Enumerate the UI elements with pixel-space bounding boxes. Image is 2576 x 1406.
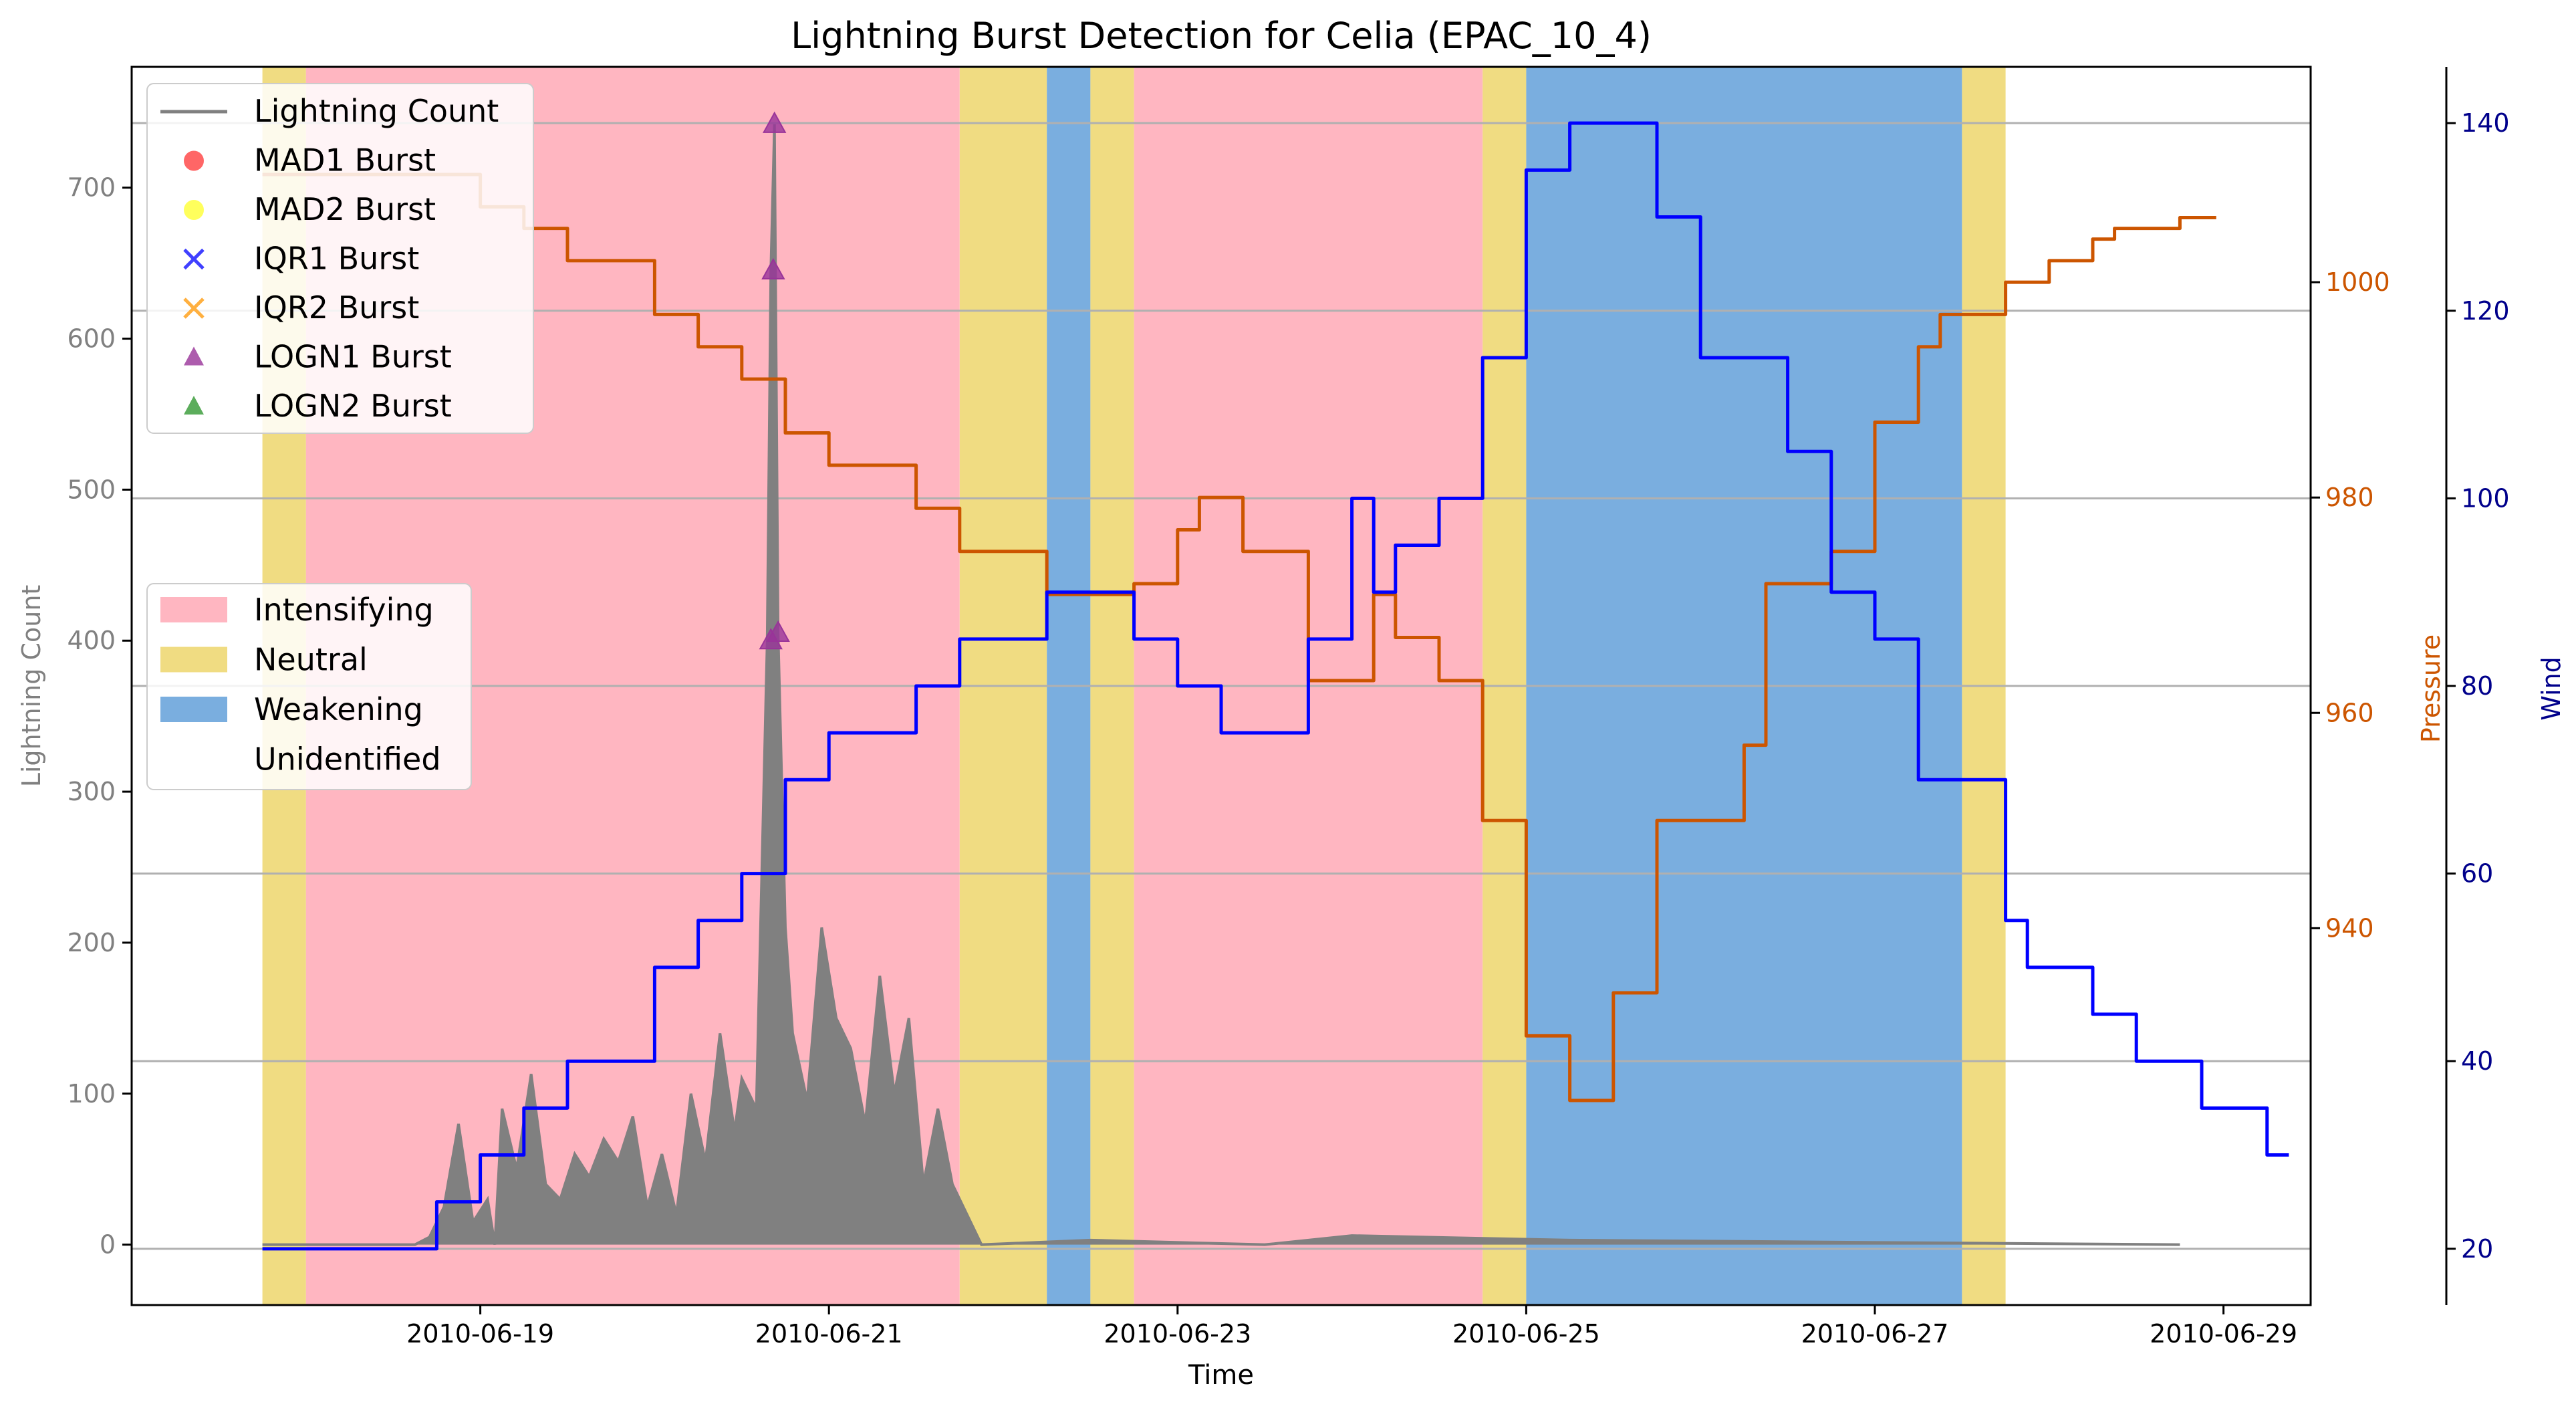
legend-swatch-phase [160,597,227,622]
lightning-axis: 0 100 200 300 400 500 600 700 [67,173,132,1260]
legend-swatch-circle [184,150,204,171]
tick-label-wind: 140 [2461,108,2510,138]
tick-label-wind: 120 [2461,296,2510,326]
tick-label-lightning: 600 [67,324,116,354]
tick-label-pressure: 960 [2325,698,2374,727]
tick-label-x: 2010-06-19 [406,1319,554,1349]
tick-label-lightning: 400 [67,626,116,655]
tick-label-lightning: 500 [67,475,116,504]
legend-label: LOGN2 Burst [254,388,452,424]
chart-title: Lightning Burst Detection for Celia (EPA… [791,15,1652,57]
series-layer [262,121,2289,1251]
legend-label: IQR1 Burst [254,241,419,277]
burst-marker-logn1 [761,257,785,279]
burst-markers [759,111,790,650]
tick-label-pressure: 980 [2325,483,2374,512]
tick-label-lightning: 0 [100,1230,116,1260]
legend-label: Lightning Count [254,93,499,129]
tick-label-x: 2010-06-23 [1104,1319,1251,1349]
tick-label-x: 2010-06-21 [755,1319,903,1349]
legend-swatch-x [183,248,205,270]
legend-phases: Intensifying Neutral Weakening Unidentified [146,583,472,790]
legend-swatch-phase [160,697,227,722]
burst-marker-logn1 [763,111,787,133]
tick-label-pressure: 940 [2325,913,2374,943]
legend-label: Neutral [254,642,368,678]
tick-label-x: 2010-06-29 [2150,1319,2297,1349]
x-axis-label: Time [1188,1360,1254,1391]
y-axis-label-wind: Wind [2537,657,2566,721]
legend-swatch-triangle [184,346,204,366]
legend-label: MAD2 Burst [254,191,436,227]
wind-axis: 20 40 60 80 100 120 140 [2446,108,2510,1264]
tick-label-lightning: 300 [67,777,116,806]
legend-series: Lightning Count MAD1 Burst MAD2 Burst IQR1 … [146,83,534,434]
legend-label: Weakening [254,691,423,727]
tick-label-wind: 80 [2461,671,2493,701]
legend-swatch-triangle [184,396,204,415]
legend-box [146,83,534,434]
legend-label: IQR2 Burst [254,289,419,326]
burst-marker-logn1 [766,620,790,642]
tick-label-lightning: 700 [67,173,116,203]
plot-frame [130,66,2312,1306]
legend-label: Intensifying [254,592,434,628]
y-axis-label-lightning: Lightning Count [17,585,46,788]
tick-label-x: 2010-06-27 [1801,1319,1949,1349]
legend-swatch-circle [184,200,204,220]
y-axis-label-pressure: Pressure [2416,634,2446,743]
tick-label-wind: 40 [2461,1046,2493,1076]
tick-label-wind: 20 [2461,1234,2493,1264]
legend-swatch-phase [160,746,227,772]
legend-swatch-x [183,298,205,319]
tick-label-wind: 60 [2461,859,2493,889]
legend-label: MAD1 Burst [254,142,436,179]
tick-label-wind: 100 [2461,483,2510,513]
tick-label-x: 2010-06-25 [1452,1319,1600,1349]
series-line-pressure [262,172,2216,1102]
legend-swatch-phase [160,647,227,673]
legend-label: LOGN1 Burst [254,339,452,375]
time-axis: 2010-06-19 2010-06-21 2010-06-23 2010-06-25… [406,1305,2297,1349]
tick-label-lightning: 200 [67,928,116,957]
series-line-lightning-count [262,124,2180,1246]
tick-label-lightning: 100 [67,1079,116,1108]
series-line-wind [262,121,2289,1251]
legend-box [146,583,472,790]
pressure-axis: 940 960 980 1000 [2311,267,2390,943]
tick-label-pressure: 1000 [2325,267,2390,297]
legend-label: Unidentified [254,741,441,778]
